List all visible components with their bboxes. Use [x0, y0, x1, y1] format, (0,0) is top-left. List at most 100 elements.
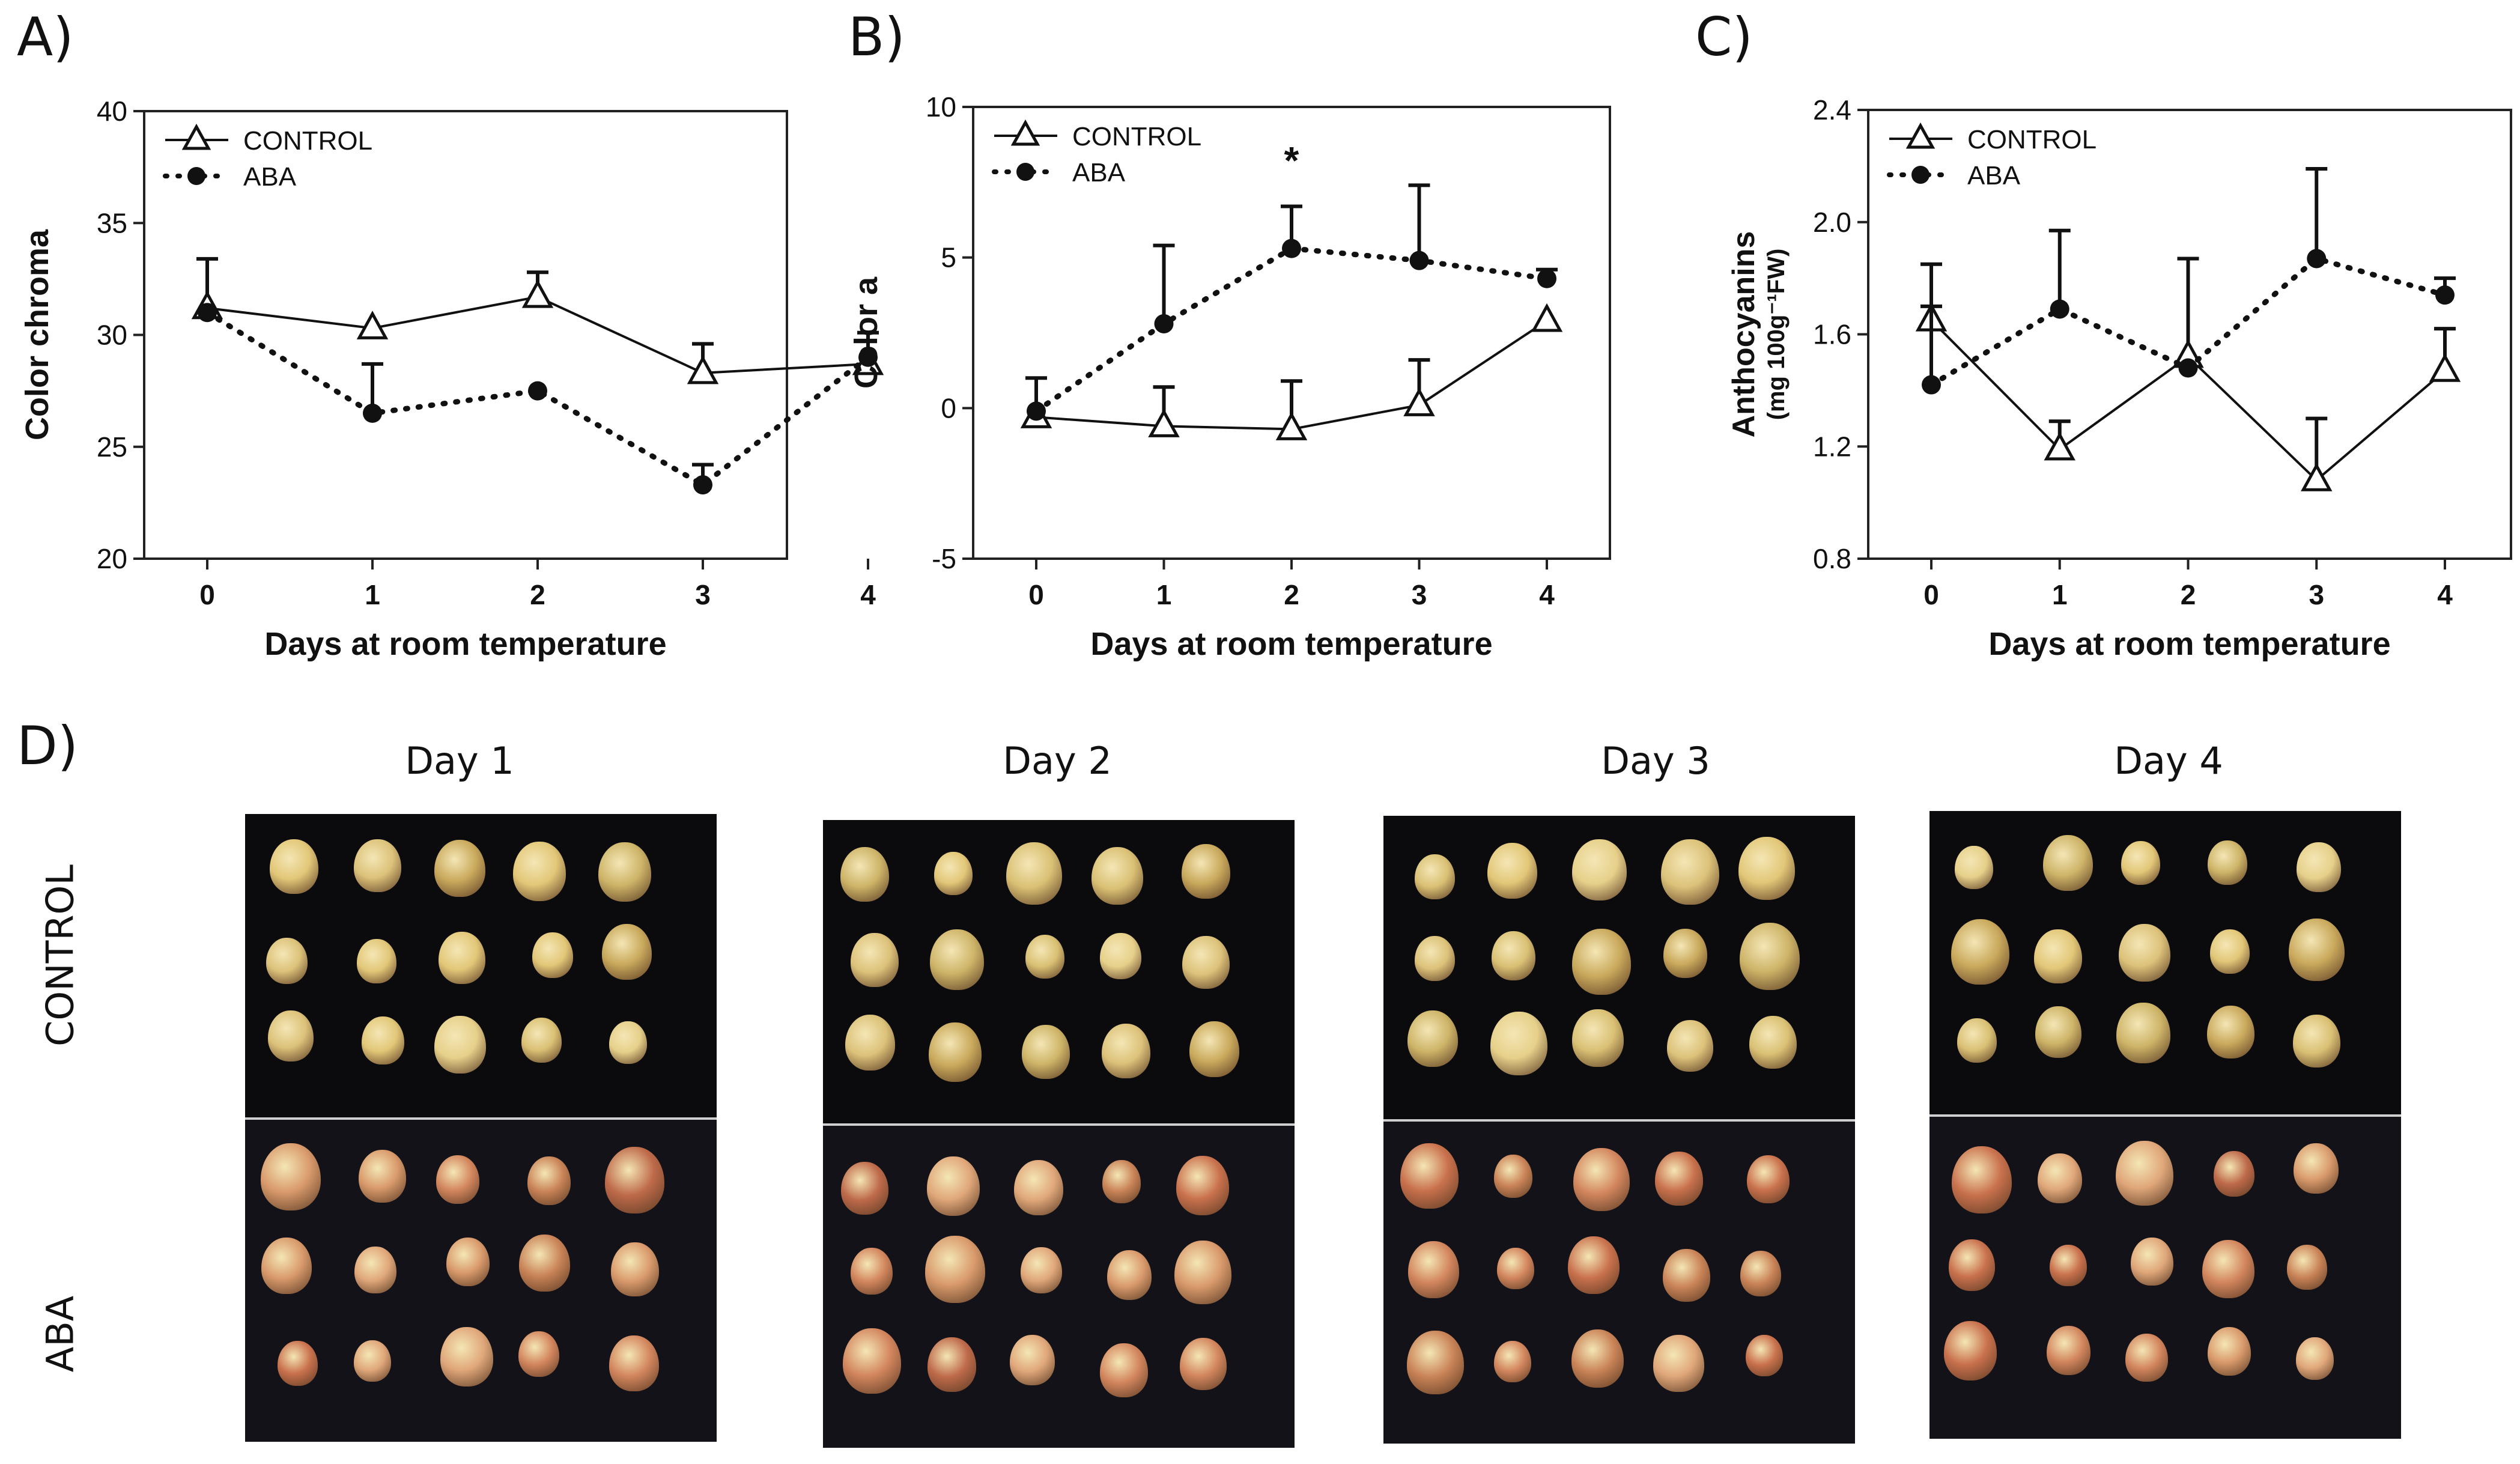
fruit — [2214, 1151, 2254, 1197]
fruit — [1006, 842, 1062, 905]
fruit — [1100, 933, 1141, 979]
fruit — [2208, 1327, 2251, 1376]
fruit — [1174, 1241, 1231, 1304]
fruit — [1407, 1010, 1458, 1067]
point-aba — [1027, 401, 1046, 421]
y-tick-label: 20 — [97, 543, 127, 574]
fruit — [354, 1340, 391, 1382]
fruit — [1100, 1343, 1148, 1397]
fruit — [843, 1328, 901, 1394]
fruit — [270, 839, 318, 894]
fruit — [1572, 1009, 1624, 1067]
row-label-aba: ABA — [38, 1295, 82, 1373]
fruit — [929, 1022, 982, 1082]
fruit — [1573, 1148, 1630, 1211]
fruit — [446, 1238, 490, 1286]
fruit — [439, 932, 485, 984]
chart-1: 20 25 30 35 40 0 1 2 3 4 Days at room temperature C… — [19, 96, 884, 662]
fruit — [1952, 1146, 2012, 1213]
point-aba — [1537, 269, 1556, 288]
legend-marker-control — [1010, 119, 1040, 146]
x-tick-label: 2 — [2181, 579, 2196, 610]
point-aba — [1409, 251, 1429, 270]
x-axis-label: Days at room temperature — [1090, 626, 1492, 662]
fruit — [1494, 1155, 1532, 1198]
fruit — [1655, 1152, 1703, 1206]
fruit — [2207, 1006, 2254, 1059]
fruit — [2131, 1238, 2173, 1286]
fruit — [1572, 839, 1627, 901]
fruit — [1746, 1335, 1783, 1376]
photo-divider — [823, 1123, 1295, 1126]
legend-marker-control — [1905, 122, 1936, 149]
fruit — [1490, 1012, 1547, 1075]
fruit — [611, 1242, 659, 1296]
photo-divider — [1929, 1114, 2401, 1117]
point-control — [2044, 431, 2075, 461]
day-label-4: Day 4 — [2114, 739, 2223, 783]
fruit — [1102, 1160, 1141, 1203]
photo-day-2 — [823, 820, 1295, 1448]
fruit — [1740, 923, 1800, 990]
x-tick-label: 1 — [2052, 579, 2068, 610]
y-tick-label: 1.6 — [1813, 319, 1851, 350]
legend-marker-aba — [1911, 166, 1929, 184]
fruit — [845, 1015, 895, 1071]
point-control — [687, 355, 719, 384]
fruit — [2202, 1240, 2254, 1298]
fruit — [1747, 1155, 1790, 1203]
fruit — [851, 933, 899, 987]
day-label-3: Day 3 — [1601, 739, 1710, 783]
x-tick-label: 1 — [365, 579, 380, 610]
point-aba — [2307, 249, 2327, 269]
fruit — [1497, 1248, 1534, 1289]
fruit — [2125, 1334, 2168, 1382]
fruit — [362, 1016, 404, 1065]
fruit — [1944, 1321, 1997, 1380]
fruit — [1949, 1239, 1995, 1291]
legend-label-aba: ABA — [1967, 161, 2021, 190]
fruit — [518, 1331, 559, 1377]
fruit — [602, 924, 652, 980]
photo-aba-half — [1383, 1122, 1855, 1444]
x-tick-label: 1 — [1156, 579, 1172, 610]
point-control — [1275, 412, 1308, 440]
fruit — [434, 1016, 486, 1074]
fruit — [1022, 1025, 1070, 1079]
x-tick-label: 3 — [695, 579, 711, 610]
fruit — [1571, 1329, 1624, 1388]
point-control — [1403, 387, 1435, 416]
fruit — [934, 852, 973, 895]
fruit — [1415, 936, 1455, 981]
chart-3: 0.8 1.2 1.6 2.0 2.4 0 1 2 3 4 Days at room tempera… — [1726, 94, 2512, 662]
x-tick-label: 0 — [199, 579, 215, 610]
point-aba — [1282, 238, 1301, 258]
fruit — [2287, 1245, 2327, 1290]
x-tick-label: 0 — [1028, 579, 1044, 610]
fruit — [1749, 1016, 1797, 1069]
fruit — [928, 1337, 976, 1392]
fruit — [1107, 1250, 1152, 1300]
fruit — [609, 1021, 647, 1064]
fruit — [1568, 1236, 1620, 1294]
point-aba — [1922, 375, 1941, 395]
panel-label-c: C) — [1695, 6, 1753, 68]
y-tick-label: 30 — [97, 320, 127, 351]
fruit — [1663, 1249, 1710, 1302]
fruit — [1407, 1331, 1464, 1394]
photo-aba-half — [823, 1126, 1295, 1448]
fruit — [357, 939, 396, 983]
fruit — [1487, 843, 1537, 899]
point-control — [356, 311, 389, 339]
fruit — [513, 842, 566, 901]
fruit — [2210, 929, 2250, 974]
photo-aba-half — [1929, 1117, 2401, 1439]
y-tick-label: 5 — [941, 242, 956, 273]
fruit — [1415, 854, 1455, 899]
fruit — [1408, 1241, 1459, 1298]
fruit — [930, 929, 984, 990]
fruit — [440, 1327, 493, 1387]
fruit — [1180, 1338, 1227, 1390]
panel-label-d: D) — [17, 715, 79, 777]
panel-label-a: A) — [17, 6, 74, 68]
